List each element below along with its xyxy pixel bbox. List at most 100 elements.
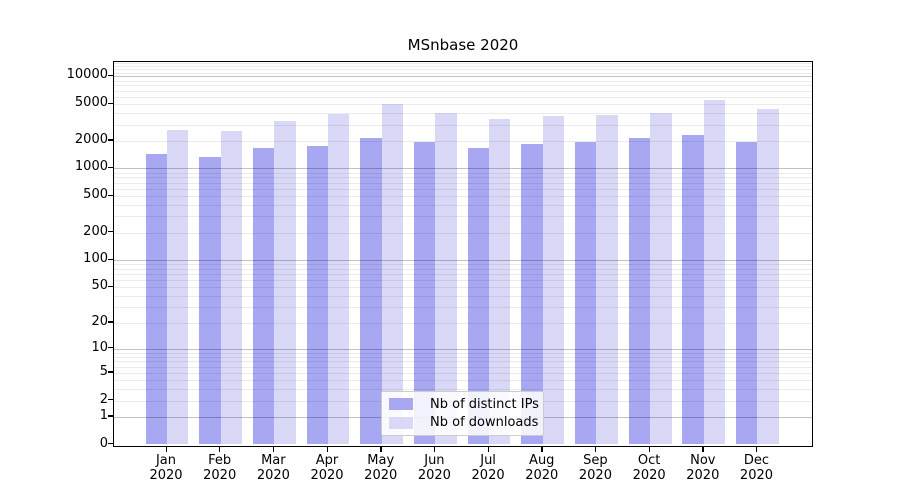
y-gridline-minor xyxy=(114,177,812,179)
y-gridline-minor xyxy=(114,113,812,115)
y-gridline-minor xyxy=(114,352,812,354)
y-gridline-minor xyxy=(114,85,812,87)
y-gridline-minor xyxy=(114,268,812,270)
y-tick-label: 200 xyxy=(83,223,108,239)
y-tick-label: 1000 xyxy=(74,159,108,175)
x-tick-label-year: 2020 xyxy=(149,468,183,483)
x-tick-label: Nov 2020 xyxy=(663,453,743,483)
bar-downloads xyxy=(328,114,350,445)
y-tick-mark xyxy=(108,166,113,169)
bar-distinct-ips xyxy=(306,145,329,445)
x-tick-mark xyxy=(594,447,597,452)
x-tick-mark xyxy=(326,447,328,452)
x-tick-label: Jun 2020 xyxy=(394,453,474,483)
plot-area xyxy=(113,61,813,447)
bar-distinct-ips xyxy=(736,142,758,445)
legend-label-distinct-ips: Nb of distinct IPs xyxy=(430,396,539,412)
bar-downloads xyxy=(650,113,672,445)
gridlines-layer xyxy=(114,62,812,446)
chart-title: MSnbase 2020 xyxy=(407,36,519,54)
y-gridline-minor xyxy=(114,140,812,142)
y-gridline-minor xyxy=(114,296,812,298)
y-gridline-major xyxy=(114,76,812,78)
y-gridline-minor xyxy=(114,90,812,92)
bar-downloads xyxy=(220,130,243,445)
x-tick-label: Sep 2020 xyxy=(555,453,635,483)
x-tick-mark xyxy=(755,447,758,452)
y-tick-label: 10000 xyxy=(66,67,108,83)
y-tick-label: 20 xyxy=(91,313,108,329)
y-tick-label: 1 xyxy=(99,407,108,423)
bar-downloads xyxy=(489,119,511,445)
bars-layer xyxy=(114,62,812,446)
y-tick-mark xyxy=(108,102,113,104)
bar-distinct-ips xyxy=(628,137,651,445)
y-tick-mark xyxy=(108,258,113,260)
x-tick-label-year: 2020 xyxy=(417,468,451,483)
y-gridline-minor xyxy=(114,274,812,276)
y-gridline-minor xyxy=(114,188,812,190)
bar-distinct-ips xyxy=(360,137,382,445)
bar-distinct-ips xyxy=(199,157,221,445)
y-gridline-minor xyxy=(114,69,812,71)
x-tick-mark xyxy=(487,447,489,452)
y-tick-mark xyxy=(108,415,113,417)
y-gridline-minor xyxy=(114,280,812,282)
x-tick-label: Mar 2020 xyxy=(233,453,313,483)
bar-downloads xyxy=(542,115,565,445)
y-tick-mark xyxy=(108,74,113,77)
bar-downloads xyxy=(435,113,457,445)
x-tick-label-year: 2020 xyxy=(686,468,720,483)
bar-downloads xyxy=(757,108,779,445)
y-tick-mark xyxy=(108,399,113,401)
legend: Nb of distinct IPs Nb of downloads xyxy=(381,391,544,436)
y-gridline-minor xyxy=(114,172,812,174)
x-tick-label-year: 2020 xyxy=(203,468,237,483)
bar-downloads xyxy=(703,99,726,445)
y-tick-mark xyxy=(108,443,113,445)
x-tick-mark xyxy=(541,447,543,452)
x-tick-label: May 2020 xyxy=(341,453,421,483)
legend-swatch-distinct-ips xyxy=(389,398,413,411)
y-gridline-minor xyxy=(114,80,812,82)
x-tick-label-year: 2020 xyxy=(525,468,559,483)
bar-distinct-ips xyxy=(467,147,490,445)
y-tick-label: 100 xyxy=(83,251,108,267)
bar-downloads xyxy=(381,104,404,445)
bar-distinct-ips xyxy=(682,135,704,445)
bar-distinct-ips xyxy=(252,147,275,445)
y-gridline-minor xyxy=(114,196,812,198)
y-tick-mark xyxy=(108,285,113,288)
y-gridline-minor xyxy=(114,389,812,391)
y-gridline-minor xyxy=(114,96,812,98)
y-tick-label: 5 xyxy=(99,363,108,379)
x-tick-mark xyxy=(380,447,382,452)
x-tick-label-year: 2020 xyxy=(364,468,398,483)
x-tick-label: Jan 2020 xyxy=(126,453,206,483)
legend-swatch-downloads xyxy=(389,416,413,429)
x-tick-label: Apr 2020 xyxy=(287,453,367,483)
y-gridline-minor xyxy=(114,372,812,374)
x-tick-mark xyxy=(272,447,275,452)
y-tick-label: 500 xyxy=(83,187,108,203)
y-tick-label: 0 xyxy=(99,435,108,451)
x-tick-label-year: 2020 xyxy=(310,468,344,483)
y-tick-label: 10 xyxy=(91,339,108,355)
bar-downloads xyxy=(274,121,296,445)
bar-distinct-ips xyxy=(521,143,543,445)
y-gridline-major xyxy=(114,168,812,170)
y-gridline-minor xyxy=(114,216,812,218)
x-tick-label-year: 2020 xyxy=(471,468,505,483)
y-gridline-minor xyxy=(114,361,812,363)
x-tick-mark xyxy=(165,447,167,452)
y-gridline-minor xyxy=(114,356,812,358)
x-tick-label: Aug 2020 xyxy=(502,453,582,483)
y-gridline-minor xyxy=(114,366,812,368)
y-tick-mark xyxy=(108,194,113,196)
y-gridline-minor xyxy=(114,232,812,234)
y-gridline-minor xyxy=(114,322,812,324)
y-gridline-minor xyxy=(114,66,812,67)
y-tick-mark xyxy=(108,371,113,373)
bar-downloads xyxy=(167,130,189,445)
